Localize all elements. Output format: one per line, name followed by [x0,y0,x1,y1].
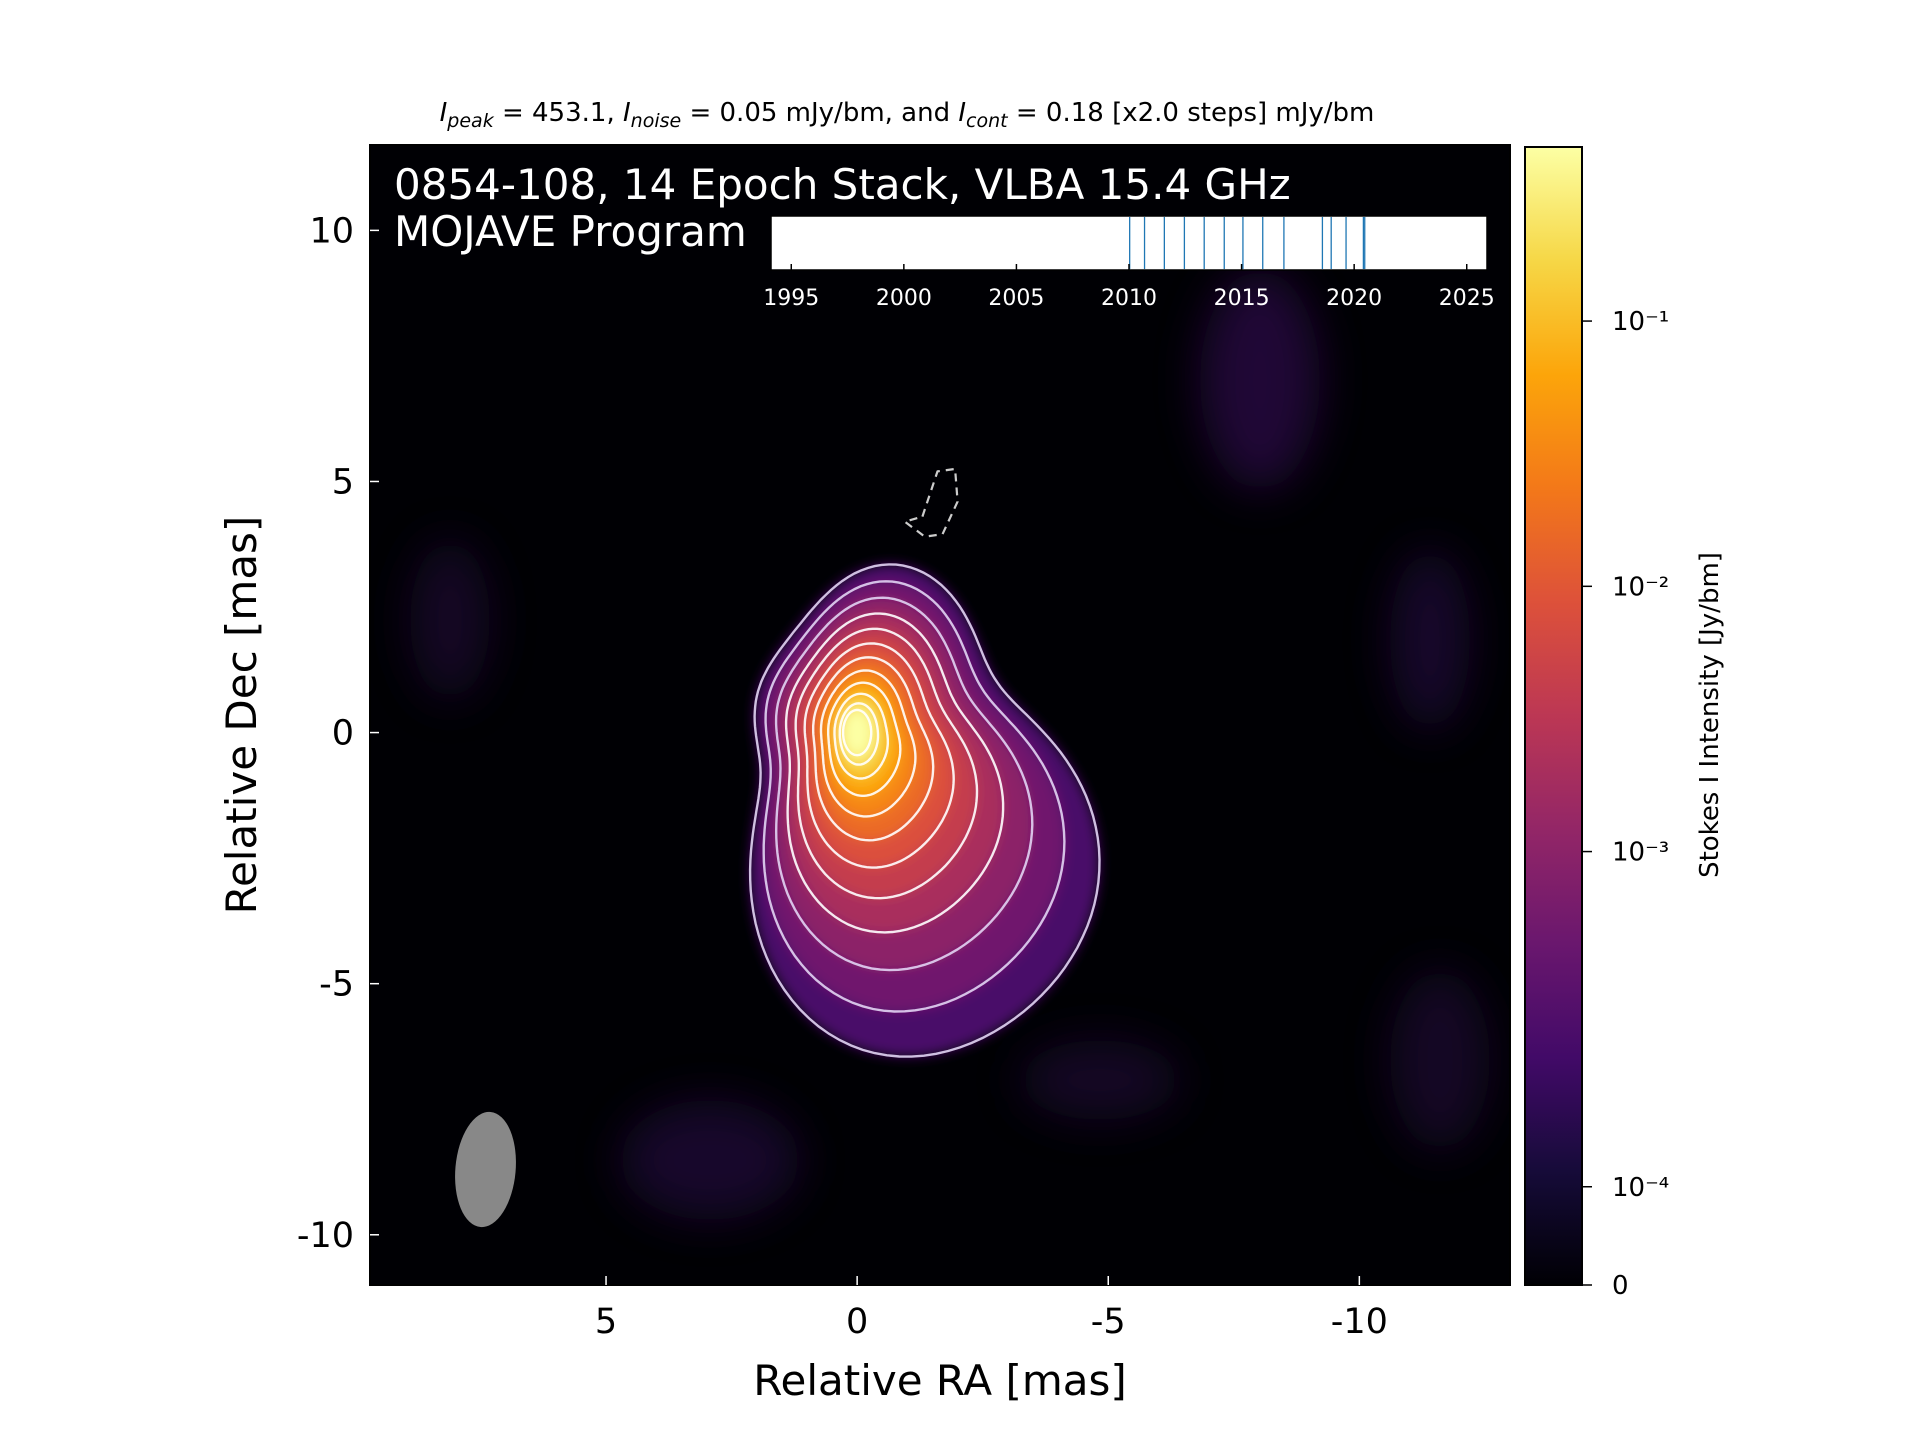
colorbar-tick-label: 10⁻³ [1612,838,1669,868]
title-subscript: peak [446,110,494,132]
contour-line [748,563,1101,1058]
timeline-box [770,215,1488,271]
timeline-tick-label: 2015 [1214,286,1270,311]
contour-line [784,612,1005,934]
noise-blobs [410,270,1490,1220]
timeline-tick-label: 2005 [988,286,1044,311]
image-area [410,270,1490,1228]
title-text: I [623,98,631,128]
colorbar-tick-label: 10⁻⁴ [1612,1173,1669,1203]
y-tick-label: 10 [309,211,354,251]
y-tick-label: 0 [332,714,354,754]
timeline-tick-label: 2025 [1439,286,1495,311]
x-tick-label: 5 [595,1302,617,1342]
title-text: I [440,98,448,128]
annotation: MOJAVE Program [394,207,747,256]
contour-line [812,656,935,842]
contour-line [762,580,1066,1013]
chart-title: Ipeak = 453.1, Inoise = 0.05 mJy/bm, and… [440,98,1375,132]
y-axis-label: Relative Dec [mas] [217,516,266,915]
colorbar [1524,146,1583,1286]
axes-frame [369,144,1511,1286]
timeline-tick-label: 2020 [1326,286,1382,311]
contour-line [794,627,979,900]
contour-line [774,596,1034,972]
contour-line [827,681,902,797]
contour-line [803,642,955,869]
colorbar-label: Stokes I Intensity [Jy/bm] [1695,552,1725,878]
colorbar-tick-label: 0 [1612,1271,1629,1301]
noise-blob [620,1100,800,1220]
noise-blob [1390,550,1470,730]
contours [748,467,1101,1058]
contour-line [841,708,873,757]
timeline-tick-label: 2010 [1101,286,1157,311]
contour-line [838,702,880,766]
x-tick-label: 0 [846,1302,868,1342]
timeline-tick-label: 2000 [876,286,932,311]
noise-blob [1390,970,1490,1150]
y-tick-label: -5 [319,965,354,1005]
timeline-tick-label: 1995 [763,286,819,311]
x-tick-label: -10 [1331,1302,1388,1342]
noise-blob [1020,1040,1180,1120]
title-subscript: noise [631,110,682,132]
intensity-peak [846,713,869,752]
negative-contour [903,467,959,538]
y-tick-label: 5 [332,462,354,502]
title-text: = 0.18 [x2.0 steps] mJy/bm [1008,98,1375,128]
title-text: = 453.1, [494,98,623,128]
colorbar-tick-label: 10⁻² [1612,572,1669,602]
noise-blob [410,540,490,700]
annotation: 0854-108, 14 Epoch Stack, VLBA 15.4 GHz [394,160,1291,209]
title-text: = 0.05 mJy/bm, and [681,98,958,128]
y-tick-label: -10 [297,1216,354,1256]
contour-line [833,692,889,780]
x-tick-label: -5 [1091,1302,1126,1342]
colorbar-tick-label: 10⁻¹ [1612,307,1669,337]
contour-line [819,669,917,818]
noise-blob [1200,270,1320,490]
beam [455,1111,516,1228]
title-subscript: cont [966,110,1009,132]
x-axis-label: Relative RA [mas] [753,1356,1127,1405]
title-text: I [958,98,966,128]
